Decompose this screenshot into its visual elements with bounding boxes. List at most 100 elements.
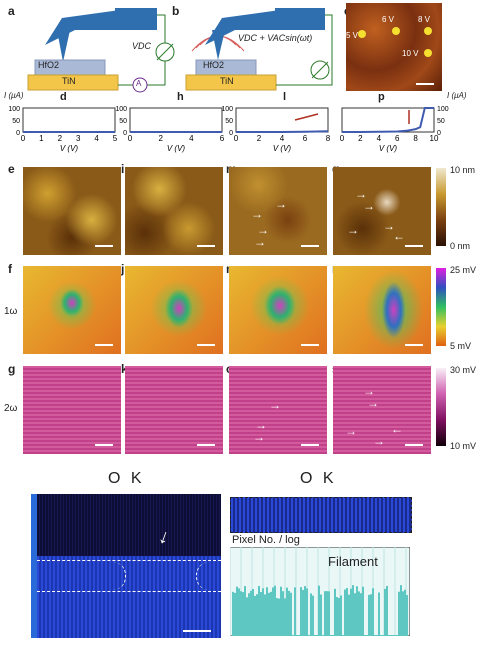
colorbar-2w [436, 368, 446, 446]
profile-bar [374, 635, 376, 636]
ammeter-label: A [136, 79, 142, 88]
point-6v [392, 27, 400, 35]
profile-bar [370, 594, 372, 636]
profile-bar [246, 597, 248, 636]
profile-bar [350, 588, 352, 636]
iv-ytick: 0 [437, 130, 441, 137]
iv-xtick: 3 [76, 134, 81, 143]
profile-bar [360, 593, 362, 636]
iv-xtick: 2 [358, 134, 363, 143]
arrow-icon: → [251, 207, 263, 221]
profile-bar [330, 635, 332, 636]
profile-bar [308, 635, 310, 636]
scale-bar-j [197, 344, 215, 346]
scale-bar-o [301, 444, 319, 446]
arrow-icon: → [257, 223, 269, 237]
profile-bar [238, 588, 240, 636]
profile-bar [244, 586, 246, 636]
point-5v [358, 30, 366, 38]
arrow-icon: ← [391, 422, 403, 436]
iv-plot-h: 100 50 00 2 4 6 V (V) [115, 106, 224, 153]
colorbar-e-min: 0 nm [450, 241, 471, 251]
filament-label: Filament [328, 554, 378, 569]
profile-bar [320, 594, 322, 636]
vdc-ac-label-b: VDC + VACsin(ωt) [238, 33, 313, 43]
1w-image-j [125, 266, 223, 354]
profile-bar [256, 594, 258, 636]
profile-bar [386, 585, 388, 636]
iv-frame-p [341, 107, 435, 133]
iv-ytick: 100 [8, 106, 20, 113]
topo-image-i [125, 167, 223, 255]
iv-xtick: 0 [234, 134, 239, 143]
point-10v [424, 49, 432, 57]
scale-bar-c [416, 83, 434, 85]
iv-ytick: 100 [437, 106, 449, 113]
profile-bar [316, 635, 318, 636]
profile-bar [286, 587, 288, 636]
topo-image-e [23, 167, 121, 255]
profile-bar [290, 592, 292, 636]
arrow-icon: ← [393, 229, 405, 243]
scale-bar-m [301, 245, 319, 247]
iv-plot-p: 100 50 0 0 2 4 6 8 10 V (V) [340, 106, 449, 153]
arrow-icon: → [254, 235, 266, 249]
iv-xtick: 2 [158, 134, 163, 143]
iv-frame-l [235, 107, 329, 133]
iv-xtick: 10 [430, 134, 439, 143]
profile-bar [306, 588, 308, 636]
profile-bar [326, 591, 328, 636]
profile-bar [348, 594, 350, 636]
profile-bar [268, 592, 270, 636]
iv-xlabel-h: V (V) [167, 144, 186, 153]
1w-image-f [23, 266, 121, 354]
profile-bar [336, 597, 338, 636]
1w-image-n [229, 266, 327, 354]
right-ok-title: O K [300, 470, 337, 487]
profile-bar [366, 635, 368, 636]
profile-bar [372, 588, 374, 636]
panel-label-f: f [8, 262, 12, 276]
iv-ytick: 50 [225, 118, 233, 125]
iv-ylabel-d: I (μA) [4, 91, 24, 100]
iv-ytick: 100 [221, 106, 233, 113]
profile-bar [276, 598, 278, 636]
tin-label-b: TiN [220, 76, 234, 86]
panel-c-image: 5 V 6 V 8 V 10 V [346, 3, 442, 91]
iv-ytick: 0 [16, 130, 20, 137]
panel-label-p: p [378, 91, 385, 103]
topo-image-q: → → → → ← [333, 167, 431, 255]
profile-bar [298, 635, 300, 636]
profile-bar [378, 592, 380, 636]
profile-bar [310, 593, 312, 636]
iv-xtick: 6 [220, 134, 225, 143]
profile-bar [338, 597, 340, 636]
profile-bar [328, 591, 330, 636]
colorbar-e-max: 10 nm [450, 165, 476, 175]
profile-bar [234, 592, 236, 636]
2w-image-g [23, 366, 121, 454]
scale-bar-e [95, 245, 113, 247]
iv-xtick: 2 [58, 134, 63, 143]
profile-bar [362, 586, 364, 636]
panel-label-d: d [60, 91, 67, 103]
panel-label-b: b [172, 4, 180, 18]
profile-bar [312, 595, 314, 636]
arrow-icon: → [363, 384, 375, 398]
scale-bar-i [197, 245, 215, 247]
profile-bar [262, 588, 264, 636]
arrow-icon: → [373, 434, 385, 448]
scale-bar-g [95, 444, 113, 446]
panel-label-e: e [8, 162, 15, 176]
profile-bar [324, 591, 326, 636]
tip-a [57, 30, 70, 62]
arrow-icon: → [269, 398, 281, 412]
iv-xtick: 4 [189, 134, 194, 143]
iv-trace-p [342, 107, 434, 133]
panel-label-g: g [8, 362, 16, 376]
iv-ytick: 0 [123, 130, 127, 137]
profile-bar [356, 586, 358, 636]
2w-image-k [125, 366, 223, 454]
iv-xtick: 0 [340, 134, 345, 143]
filament-band-top [37, 560, 221, 561]
